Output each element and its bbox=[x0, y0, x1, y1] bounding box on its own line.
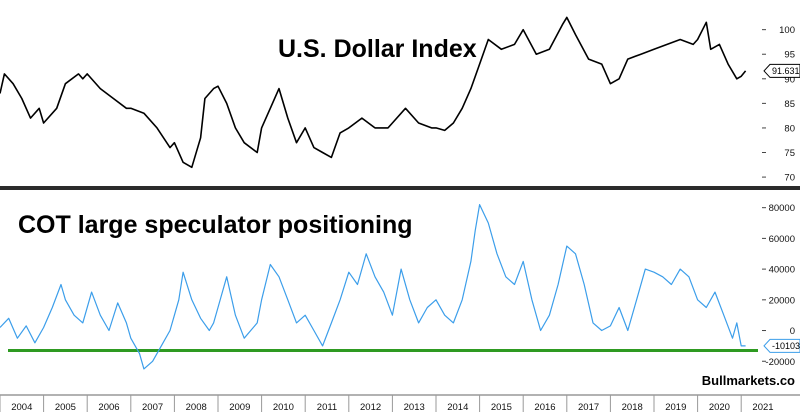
x-tick-label: 2009 bbox=[229, 402, 250, 412]
dollar-index-y-tick-label: 80 bbox=[784, 123, 795, 134]
dollar-index-y-tick-label: 90 bbox=[784, 74, 795, 85]
dollar-index-y-tick-label: 100 bbox=[779, 25, 795, 36]
x-tick-label: 2021 bbox=[752, 402, 773, 412]
x-axis-ticks: 2004 2005 2006 2007 2008 2009 2010 2011 2012 2013… bbox=[0, 395, 774, 412]
cot-panel: COT large speculator positioning -20000 0… bbox=[0, 203, 800, 388]
cot-y-tick-label: 60000 bbox=[769, 234, 795, 245]
cot-y-tick-label: -20000 bbox=[765, 357, 795, 368]
panel-divider bbox=[0, 186, 800, 190]
x-tick-label: 2014 bbox=[447, 402, 468, 412]
dollar-index-last-value: 91.631 bbox=[772, 66, 800, 76]
dollar-index-y-tick-label: 75 bbox=[784, 148, 795, 159]
x-tick-label: 2006 bbox=[98, 402, 119, 412]
x-tick-label: 2019 bbox=[665, 402, 686, 412]
dollar-index-line-layer bbox=[0, 16, 747, 169]
dollar-index-y-tick-label: 70 bbox=[784, 173, 795, 184]
dollar-index-badge-shape bbox=[763, 63, 800, 78]
credit-label: Bullmarkets.co bbox=[702, 373, 795, 388]
dollar-index-title: U.S. Dollar Index bbox=[278, 35, 477, 63]
x-tick-label: 2017 bbox=[578, 402, 599, 412]
cot-y-tick-label: 0 bbox=[790, 326, 795, 337]
cot-last-value-badge: -10103 bbox=[763, 338, 800, 353]
cot-badge-shape bbox=[763, 338, 800, 353]
cot-y-axis: -20000 0 20000 40000 60000 80000 bbox=[762, 203, 795, 368]
x-tick-label: 2015 bbox=[491, 402, 512, 412]
x-tick-label: 2018 bbox=[622, 402, 643, 412]
x-tick-label: 2010 bbox=[273, 402, 294, 412]
cot-last-value: -10103 bbox=[772, 341, 800, 351]
dollar-index-last-value-badge: 91.631 bbox=[763, 63, 800, 78]
dollar-index-y-tick-label: 85 bbox=[784, 99, 795, 110]
x-tick-label: 2008 bbox=[186, 402, 207, 412]
cot-y-tick-label: 80000 bbox=[769, 203, 795, 214]
cot-line-layer bbox=[0, 204, 746, 370]
x-tick-label: 2016 bbox=[534, 402, 555, 412]
dollar-index-panel: U.S. Dollar Index 70 75 80 85 90 95 100 91.631 bbox=[0, 16, 800, 184]
x-tick-label: 2020 bbox=[709, 402, 730, 412]
cot-y-tick-label: 20000 bbox=[769, 295, 795, 306]
x-axis: 2004 2005 2006 2007 2008 2009 2010 2011 2012 2013… bbox=[0, 394, 800, 412]
x-tick-label: 2013 bbox=[404, 402, 425, 412]
dollar-index-y-axis: 70 75 80 85 90 95 100 bbox=[762, 25, 795, 184]
dollar-index-y-tick-label: 95 bbox=[784, 50, 795, 61]
cot-y-tick-label: 40000 bbox=[769, 265, 795, 276]
cot-title: COT large speculator positioning bbox=[18, 211, 412, 239]
x-tick-label: 2011 bbox=[317, 402, 337, 412]
x-tick-label: 2007 bbox=[142, 402, 163, 412]
x-tick-label: 2012 bbox=[360, 402, 381, 412]
x-tick-label: 2004 bbox=[11, 402, 32, 412]
x-tick-label: 2005 bbox=[55, 402, 76, 412]
